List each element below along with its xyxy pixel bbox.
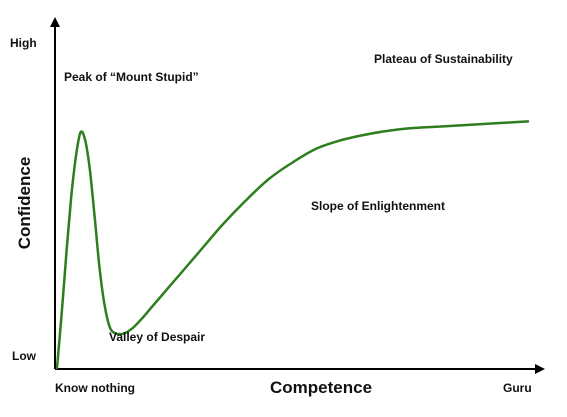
- x-tick-know-nothing: Know nothing: [55, 381, 135, 395]
- annotation-plateau: Plateau of Sustainability: [374, 52, 513, 66]
- x-tick-guru: Guru: [503, 381, 532, 395]
- y-axis-label: Confidence: [15, 156, 34, 250]
- y-tick-low: Low: [12, 349, 36, 363]
- series-line-0: [55, 120, 530, 370]
- annotation-valley: Valley of Despair: [109, 330, 206, 344]
- annotation-slope: Slope of Enlightenment: [311, 199, 445, 213]
- y-tick-high: High: [10, 36, 37, 50]
- x-axis-label: Competence: [270, 378, 373, 397]
- annotation-peak: Peak of “Mount Stupid”: [64, 70, 199, 84]
- series-layer: [55, 120, 530, 370]
